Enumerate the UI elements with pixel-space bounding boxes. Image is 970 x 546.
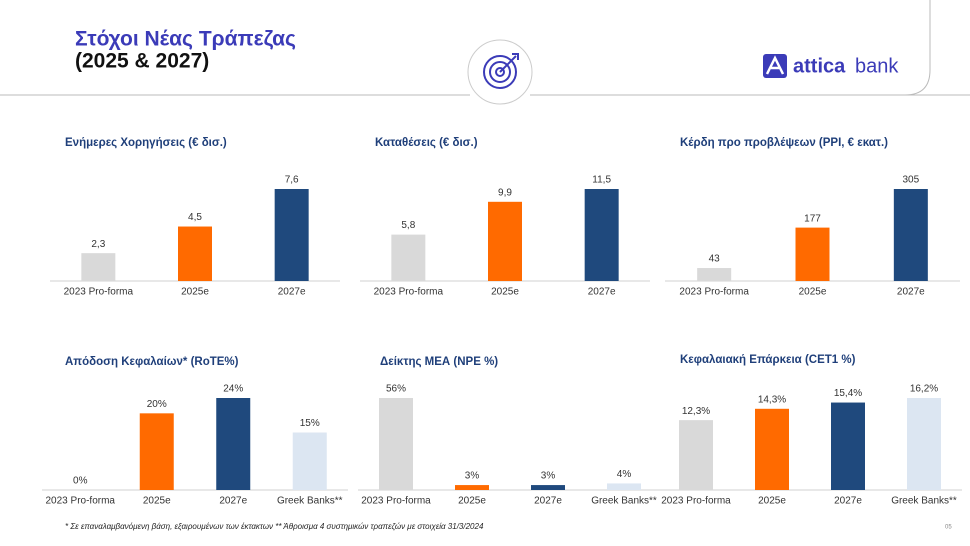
x-tick-label: 2027e: [219, 496, 247, 507]
x-tick-label: 2027e: [834, 496, 862, 507]
logo-text: attica: [793, 55, 846, 77]
value-label: 24%: [223, 384, 243, 395]
x-tick-label: 2023 Pro-forma: [679, 287, 749, 298]
x-tick-label: 2025e: [491, 287, 519, 298]
x-tick-label: 2025e: [799, 287, 827, 298]
value-label: 177: [804, 213, 821, 224]
x-tick-label: 2023 Pro-forma: [661, 496, 731, 507]
bar: [697, 268, 732, 281]
x-tick-label: 2025e: [758, 496, 786, 507]
value-label: 5,8: [401, 220, 415, 231]
bar: [455, 485, 489, 490]
value-label: 2,3: [91, 239, 105, 250]
x-tick-label: Greek Banks**: [277, 496, 343, 507]
bar: [907, 398, 941, 490]
chart-title: Δείκτης ΜΕΑ (NPE %): [380, 356, 498, 368]
x-tick-label: 2025e: [143, 496, 171, 507]
bar: [379, 398, 413, 490]
chart-title: Κέρδη προ προβλέψεων (PPI, € εκατ.): [680, 137, 888, 149]
x-tick-label: 2027e: [534, 496, 562, 507]
x-tick-label: 2023 Pro-forma: [361, 496, 431, 507]
page-number: 05: [945, 525, 952, 531]
value-label: 16,2%: [910, 384, 938, 395]
bar: [679, 420, 713, 490]
value-label: 56%: [386, 384, 406, 395]
value-label: 3%: [541, 471, 556, 482]
value-label: 20%: [147, 399, 167, 410]
x-tick-label: 2023 Pro-forma: [46, 496, 116, 507]
value-label: 3%: [465, 471, 480, 482]
bar: [584, 189, 619, 281]
value-label: 4,5: [188, 212, 202, 223]
value-label: 15,4%: [834, 388, 862, 399]
bar: [139, 413, 174, 490]
x-tick-label: 2023 Pro-forma: [64, 287, 134, 298]
value-label: 43: [709, 254, 721, 265]
footnote: * Σε επαναλαμβανόμενη βάση, εξαιρουμένων…: [65, 522, 484, 531]
bar: [488, 201, 522, 281]
chart-title: Καταθέσεις (€ δισ.): [375, 137, 478, 149]
slide-subtitle: (2025 & 2027): [75, 50, 209, 73]
value-label: 305: [902, 175, 919, 186]
value-label: 0%: [73, 476, 88, 487]
bar: [216, 398, 251, 490]
x-tick-label: 2025e: [181, 287, 209, 298]
x-tick-label: 2025e: [458, 496, 486, 507]
x-tick-label: 2027e: [278, 287, 306, 298]
value-label: 7,6: [285, 175, 299, 186]
x-tick-label: Greek Banks**: [591, 496, 657, 507]
bar: [531, 485, 565, 490]
x-tick-label: 2027e: [588, 287, 616, 298]
bar: [81, 253, 116, 281]
x-tick-label: 2027e: [897, 287, 925, 298]
logo: attica bank: [763, 54, 899, 78]
value-label: 11,5: [592, 175, 611, 186]
x-tick-label: 2023 Pro-forma: [374, 287, 444, 298]
chart-title: Ενήμερες Χορηγήσεις (€ δισ.): [65, 137, 227, 149]
value-label: 15%: [300, 418, 320, 429]
bar: [755, 408, 789, 490]
logo-text: bank: [855, 55, 899, 77]
x-tick-label: Greek Banks**: [891, 496, 957, 507]
bar: [391, 234, 426, 281]
chart-title: Κεφαλαιακή Επάρκεια (CET1 %): [680, 354, 856, 366]
target-icon: [467, 39, 533, 105]
bar: [274, 189, 309, 281]
bar: [178, 226, 212, 281]
corner-border: [904, 0, 931, 96]
value-label: 14,3%: [758, 394, 786, 405]
value-label: 9,9: [498, 187, 512, 198]
value-label: 12,3%: [682, 406, 710, 417]
bar: [607, 483, 641, 490]
bar: [292, 432, 327, 490]
chart-title: Απόδοση Κεφαλαίων* (RoTE%): [65, 356, 239, 368]
slide-title: Στόχοι Νέας Τράπεζας: [75, 28, 296, 51]
bar: [831, 402, 865, 490]
bar: [893, 189, 928, 281]
bar: [795, 227, 830, 281]
value-label: 4%: [617, 469, 632, 480]
